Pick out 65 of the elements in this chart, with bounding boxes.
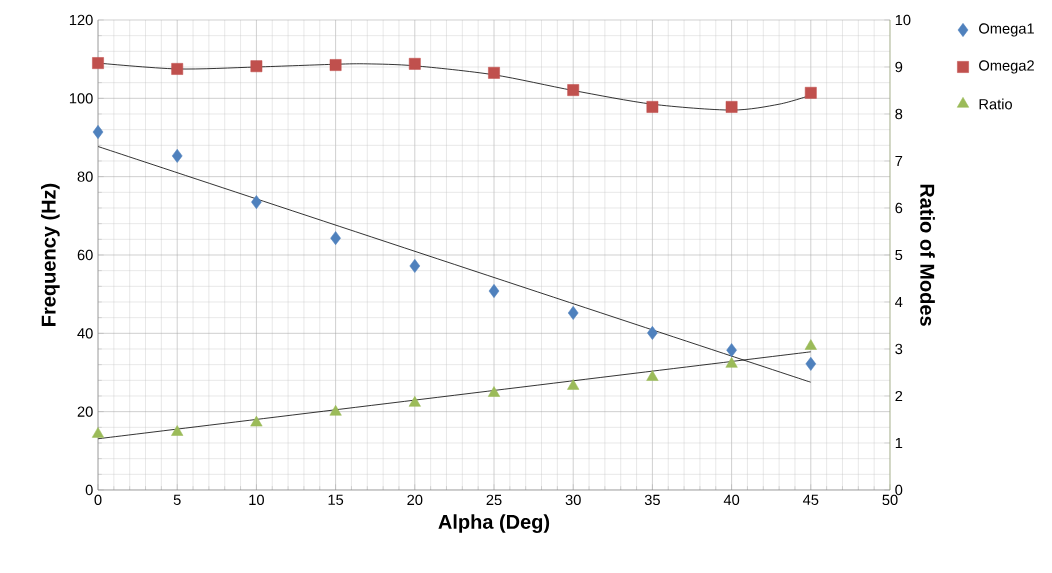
point xyxy=(804,86,817,99)
x-tick-label: 40 xyxy=(723,494,740,506)
point xyxy=(329,59,342,71)
x-tick-label: 0 xyxy=(94,494,102,506)
y-tick-label: 0 xyxy=(85,484,93,496)
y2-tick-label: 1 xyxy=(895,437,903,449)
point xyxy=(647,325,658,340)
y2-tick-label: 7 xyxy=(895,155,903,167)
point xyxy=(567,306,579,320)
point xyxy=(408,396,421,407)
point xyxy=(725,357,738,368)
point xyxy=(805,356,817,371)
y-axis-title: Frequency (Hz) xyxy=(41,183,60,326)
point xyxy=(567,379,580,390)
point xyxy=(488,66,500,79)
y-tick-label: 60 xyxy=(77,249,93,261)
x-tick-label: 10 xyxy=(249,494,264,506)
y2-tick-label: 2 xyxy=(895,390,903,402)
y-tick-label: 80 xyxy=(77,171,93,182)
point xyxy=(91,427,105,438)
point xyxy=(171,425,184,436)
x-tick-label: 50 xyxy=(882,494,898,506)
point xyxy=(92,125,104,139)
y2-tick-label: 6 xyxy=(895,202,903,214)
y2-tick-label: 5 xyxy=(895,249,903,261)
point xyxy=(171,63,184,75)
point xyxy=(171,148,183,163)
point xyxy=(329,405,342,416)
y2-axis-title: Ratio of Modes xyxy=(920,184,935,326)
y-tick-label: 120 xyxy=(69,14,93,26)
point xyxy=(726,343,737,358)
point xyxy=(330,231,341,246)
point xyxy=(804,339,817,350)
x-tick-label: 20 xyxy=(407,494,423,506)
point xyxy=(251,195,262,210)
point xyxy=(409,259,421,273)
legend-label: Omega1 xyxy=(979,23,1034,37)
x-tick-label: 25 xyxy=(486,494,502,506)
x-tick-label: 5 xyxy=(173,494,181,505)
point xyxy=(567,84,580,96)
x-tick-label: 35 xyxy=(644,494,660,506)
point xyxy=(646,101,659,113)
x-tick-label: 15 xyxy=(328,494,344,505)
point xyxy=(725,101,738,113)
legend-label: Omega2 xyxy=(979,60,1034,74)
y-tick-label: 100 xyxy=(69,93,93,104)
y2-tick-label: 3 xyxy=(895,343,903,355)
y-tick-label: 40 xyxy=(77,328,93,339)
x-axis-title: Alpha (Deg) xyxy=(438,514,550,533)
x-tick-label: 30 xyxy=(565,494,581,506)
point xyxy=(92,57,104,69)
point xyxy=(646,370,659,381)
y2-tick-label: 9 xyxy=(895,61,903,73)
legend-label: Ratio xyxy=(979,98,1012,110)
y-tick-label: 20 xyxy=(77,406,93,417)
y2-tick-label: 10 xyxy=(895,14,911,26)
y2-tick-label: 4 xyxy=(895,296,903,308)
y2-tick-label: 8 xyxy=(895,108,903,120)
point xyxy=(250,60,263,73)
point xyxy=(487,386,501,397)
point xyxy=(250,415,263,427)
x-tick-label: 45 xyxy=(802,494,819,505)
point xyxy=(488,284,500,298)
y2-tick-label: 0 xyxy=(895,484,903,496)
point xyxy=(408,57,421,70)
